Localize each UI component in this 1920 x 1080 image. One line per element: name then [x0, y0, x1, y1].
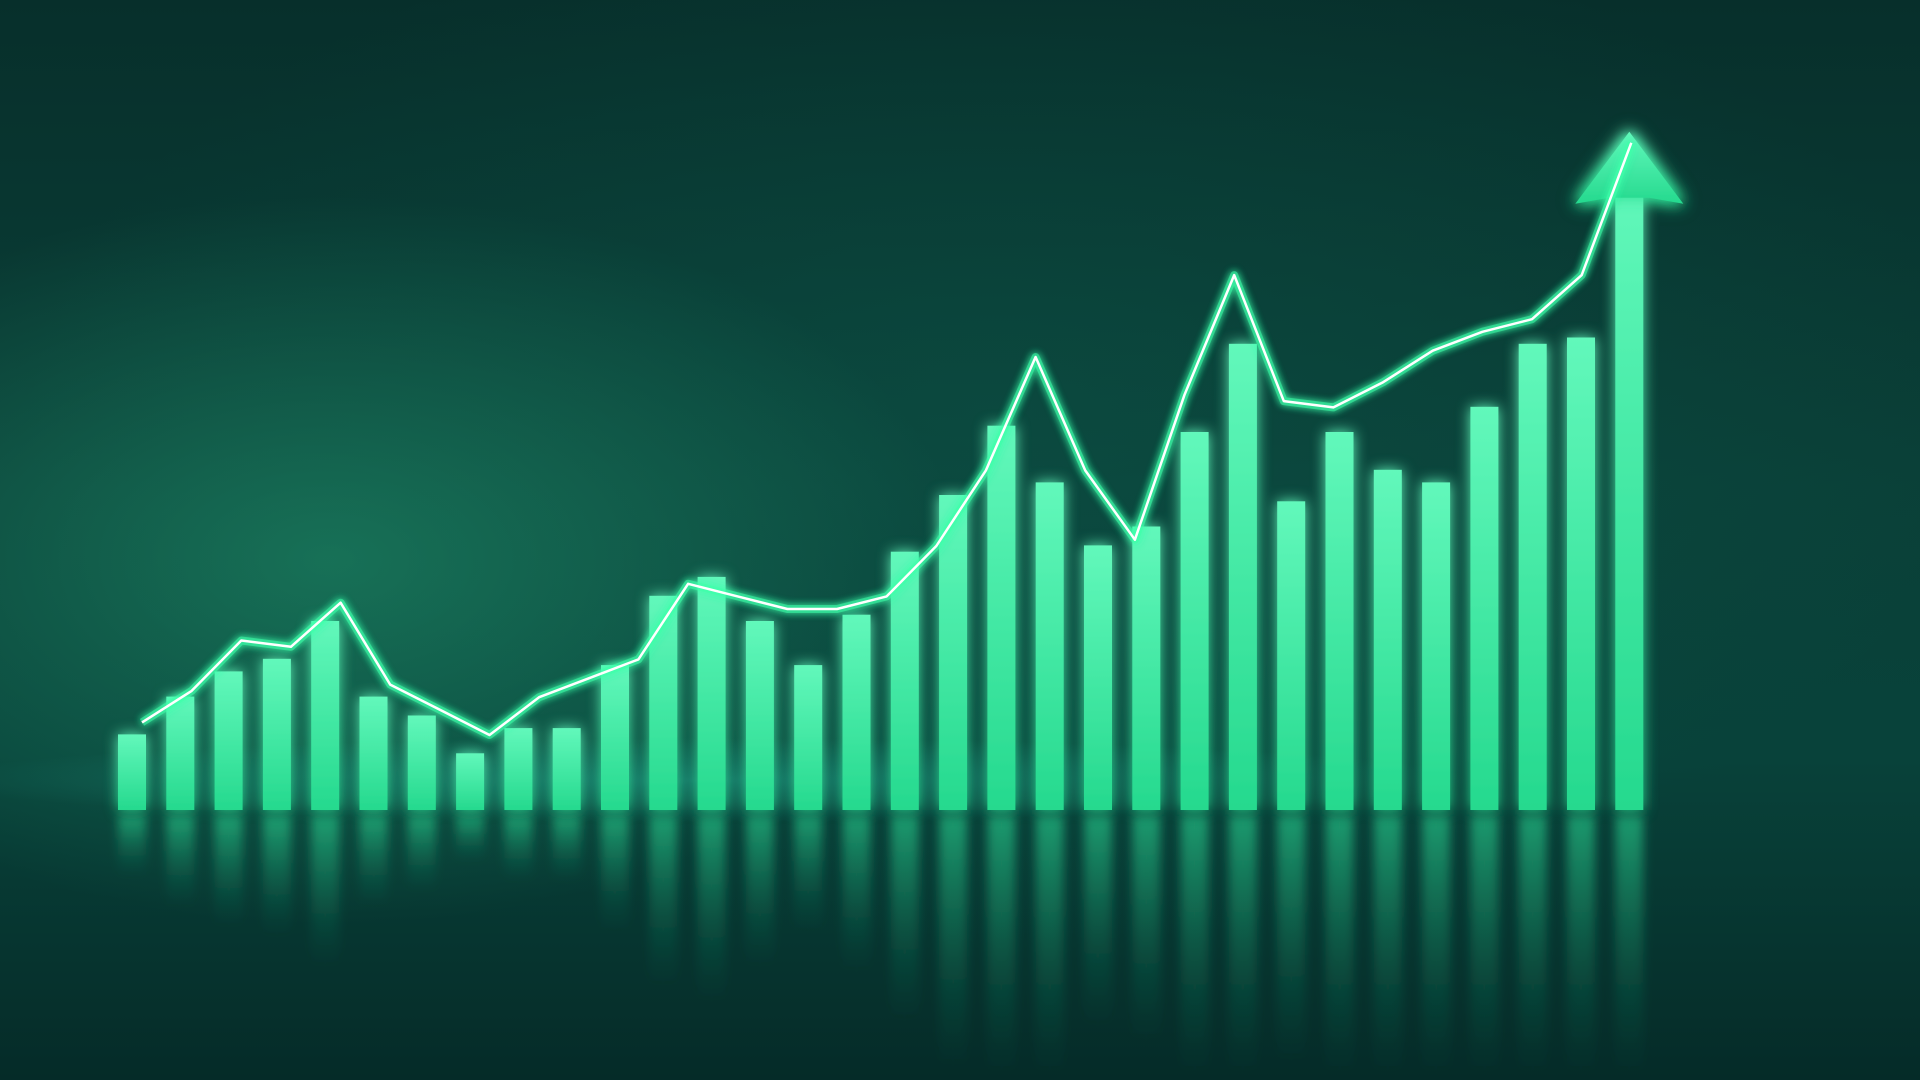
bar-reflection-24 — [1228, 816, 1257, 1076]
bar-reflection-17 — [890, 816, 919, 1023]
bar-20 — [1035, 482, 1064, 810]
bar-reflection-11 — [601, 816, 629, 932]
bar-14 — [745, 621, 774, 810]
bar-22 — [1132, 526, 1161, 810]
bar-reflection-4 — [262, 816, 291, 937]
bar-2 — [166, 696, 195, 810]
bar-19 — [987, 425, 1016, 810]
bar-reflection-26 — [1325, 816, 1354, 1076]
bar-reflection-32 — [1615, 816, 1644, 1076]
bar-24 — [1228, 343, 1257, 810]
bar-29 — [1470, 406, 1499, 810]
bar-7 — [407, 715, 436, 810]
bar-reflection-6 — [359, 816, 388, 907]
bar-21 — [1084, 545, 1112, 810]
bar-reflection-12 — [649, 816, 678, 988]
bar-reflection-29 — [1470, 816, 1499, 1076]
bar-10 — [552, 728, 581, 810]
bar-reflection-8 — [456, 816, 485, 862]
bar-23 — [1180, 432, 1209, 810]
bar-26 — [1325, 432, 1354, 810]
bar-31 — [1567, 337, 1595, 810]
bar-reflection-31 — [1567, 816, 1595, 1076]
bar-reflection-5 — [311, 816, 340, 968]
bar-reflection-2 — [166, 816, 195, 907]
bar-15 — [794, 665, 823, 810]
bar-3 — [214, 671, 243, 810]
bar-13 — [697, 576, 726, 810]
bar-9 — [504, 728, 533, 810]
trend-line — [141, 142, 1633, 737]
bar-reflection-20 — [1035, 816, 1064, 1076]
bar-6 — [359, 696, 388, 810]
bar-reflection-25 — [1277, 816, 1306, 1063]
up-arrow-head — [1575, 131, 1684, 204]
bar-27 — [1373, 469, 1402, 810]
bar-reflection-19 — [987, 816, 1016, 1076]
bar-reflection-14 — [745, 816, 774, 968]
bar-reflection-28 — [1422, 816, 1451, 1076]
bar-reflection-16 — [842, 816, 871, 973]
bar-reflection-22 — [1132, 816, 1161, 1043]
bar-8 — [456, 753, 485, 810]
bar-reflection-15 — [794, 816, 823, 932]
bar-reflection-10 — [552, 816, 581, 882]
bar-reflection-3 — [214, 816, 243, 927]
bar-5 — [311, 621, 340, 810]
bar-reflection-27 — [1373, 816, 1402, 1076]
bar-reflection-13 — [697, 816, 726, 1003]
bar-reflection-9 — [504, 816, 533, 882]
bar-11 — [601, 665, 629, 810]
bar-reflections — [118, 816, 1644, 1076]
bar-reflection-30 — [1518, 816, 1547, 1076]
bar-1 — [118, 734, 146, 810]
bar-28 — [1422, 482, 1451, 810]
bar-16 — [842, 614, 871, 810]
trend-line-glow — [139, 141, 1636, 739]
bar-32 — [1615, 173, 1644, 810]
bar-reflection-23 — [1180, 816, 1209, 1076]
bar-25 — [1277, 501, 1306, 810]
bar-18 — [939, 495, 968, 810]
bar-reflection-21 — [1084, 816, 1112, 1028]
bar-reflection-18 — [939, 816, 968, 1068]
bar-reflection-1 — [118, 816, 146, 877]
bar-series — [118, 131, 1684, 810]
bar-4 — [262, 658, 291, 810]
bar-30 — [1518, 343, 1547, 810]
trend-line-group — [139, 141, 1636, 739]
bar-17 — [890, 551, 919, 810]
bar-reflection-7 — [407, 816, 436, 892]
